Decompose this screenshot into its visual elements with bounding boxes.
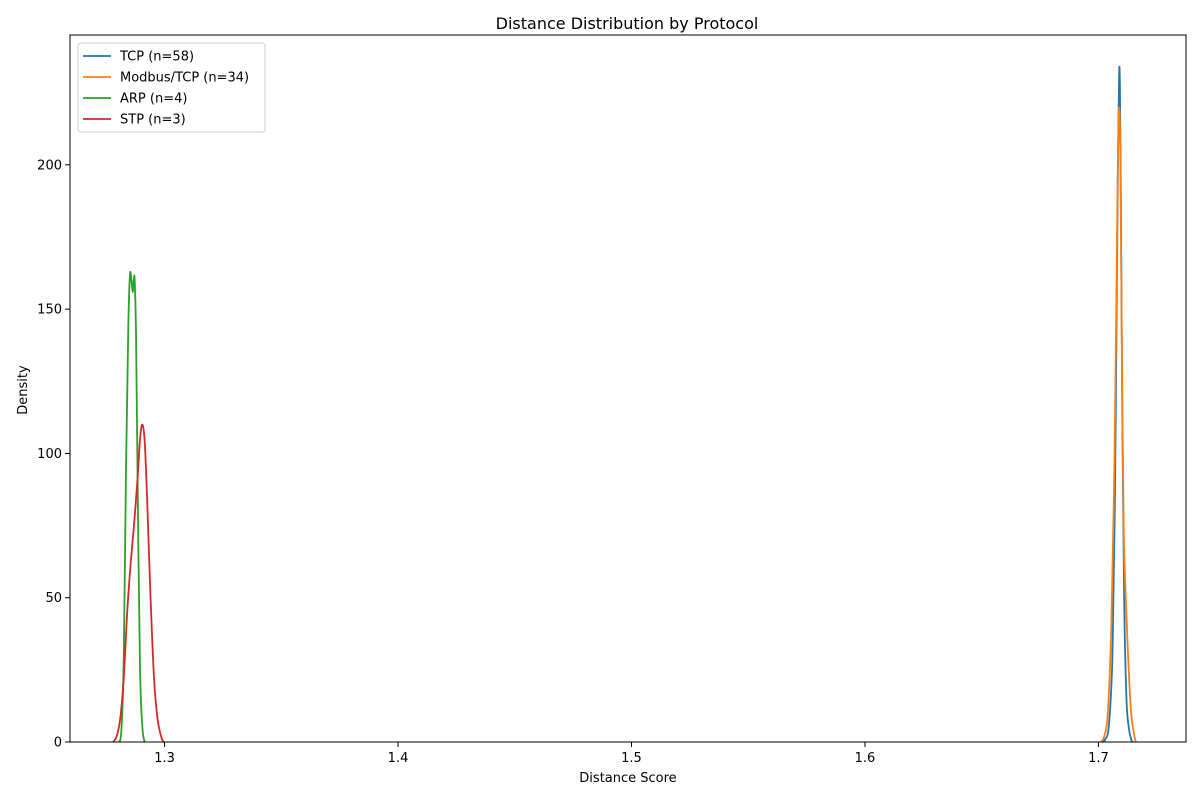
legend-label: ARP (n=4): [120, 92, 187, 107]
legend-box: [77, 42, 266, 133]
legend-label: TCP (n=58): [119, 50, 194, 65]
y-tick-label: 50: [45, 591, 62, 606]
series-line-0: [1101, 65, 1134, 743]
plot-area: [70, 35, 1186, 742]
legend-label: STP (n=3): [120, 113, 186, 128]
legend-label: Modbus/TCP (n=34): [120, 71, 249, 86]
x-axis: 1.3 1.4 1.5 1.6 1.7: [154, 742, 1109, 766]
x-axis-title: Distance Score: [579, 771, 676, 786]
y-tick-label: 0: [54, 736, 62, 751]
x-tick-label: 1.4: [388, 751, 409, 766]
y-tick-label: 150: [37, 303, 62, 318]
x-tick-label: 1.6: [855, 751, 876, 766]
plot-frame: [69, 34, 1187, 743]
x-tick-label: 1.5: [621, 751, 642, 766]
y-axis: 0 50 100 150 200: [37, 158, 70, 751]
x-tick-label: 1.3: [154, 751, 175, 766]
legend: TCP (n=58) Modbus/TCP (n=34) ARP (n=4) STP …: [77, 42, 266, 133]
series-line-3: [112, 423, 165, 743]
y-tick-label: 100: [37, 447, 62, 462]
y-tick-label: 200: [37, 158, 62, 173]
series-line-2: [118, 271, 146, 743]
chart-title: Distance Distribution by Protocol: [496, 14, 759, 33]
series-layer: [112, 65, 1137, 743]
y-axis-title: Density: [16, 365, 31, 415]
series-line-1: [1100, 106, 1137, 743]
x-tick-label: 1.7: [1088, 751, 1109, 766]
